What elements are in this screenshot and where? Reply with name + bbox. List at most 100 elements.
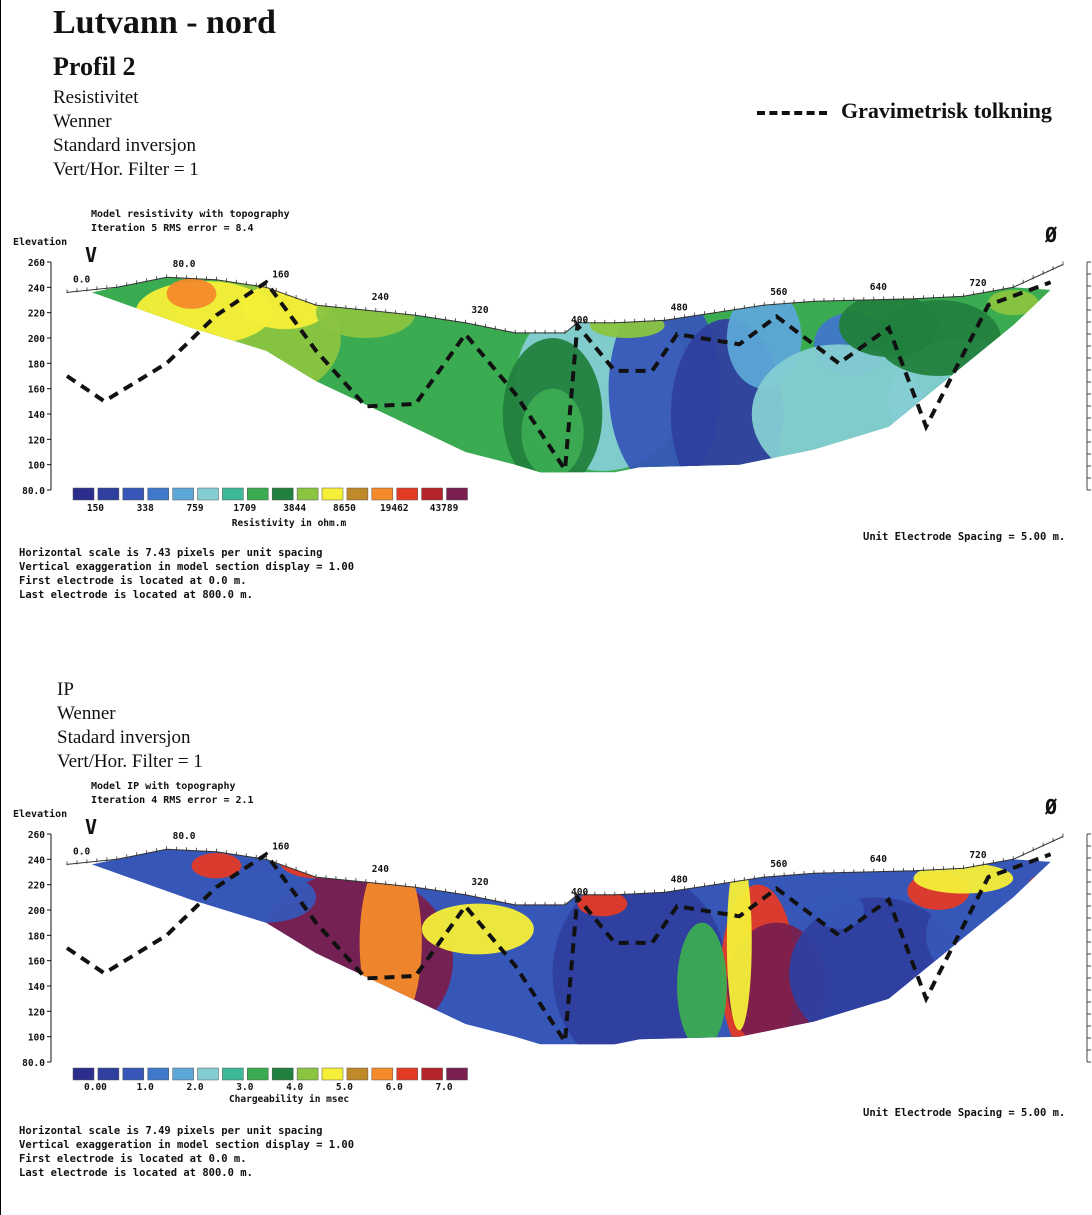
- ip-footnotes: Horizontal scale is 7.49 pixels per unit…: [19, 1124, 354, 1180]
- resistivity-blob: [166, 278, 217, 309]
- y-tick-label: 180: [28, 931, 45, 942]
- x-position-label: 320: [471, 305, 488, 316]
- colorbar-tick-label: 8650: [333, 503, 356, 514]
- colorbar-tick-label: 43789: [430, 503, 459, 514]
- colorbar-swatch: [72, 487, 95, 501]
- y-tick-label: 80.0: [22, 1058, 45, 1069]
- x-position-label: 320: [471, 877, 488, 888]
- x-position-label: 80.0: [173, 831, 196, 842]
- colorbar-swatch: [396, 487, 418, 501]
- colorbar-swatch: [172, 487, 194, 501]
- x-position-label: 160: [272, 269, 289, 280]
- colorbar-swatch: [371, 487, 394, 501]
- colorbar-tick-label: 1.0: [137, 1082, 154, 1093]
- chart-title: Model IP with topography: [91, 780, 236, 792]
- y-tick-label: 120: [28, 435, 45, 446]
- colorbar-swatch: [271, 1067, 294, 1081]
- west-label: V: [85, 243, 97, 267]
- colorbar-swatch: [72, 1067, 95, 1081]
- y-tick-label: 220: [28, 309, 45, 320]
- colorbar-swatch: [421, 487, 443, 501]
- colorbar-tick-label: 6.0: [386, 1082, 403, 1093]
- resistivity-blob: [278, 849, 354, 879]
- resistivity-blob: [589, 312, 665, 338]
- info-line: Wenner: [53, 111, 112, 132]
- section-fill: [91, 277, 1051, 473]
- resistivity-blob: [216, 872, 316, 923]
- elevation-axis-label: Elevation: [13, 808, 67, 820]
- x-position-label: 400: [571, 315, 588, 326]
- ip-info: IP Wenner Stadard inversjon Vert/Hor. Fi…: [57, 678, 203, 774]
- y-tick-label: 120: [28, 1007, 45, 1018]
- unit-spacing-note: Unit Electrode Spacing = 5.00 m.: [863, 1107, 1066, 1119]
- colorbar-swatch: [97, 1067, 120, 1081]
- resistivity-blob: [359, 853, 422, 1031]
- resistivity-blob: [988, 289, 1039, 316]
- scale-note: Horizontal scale is 7.49 pixels per unit…: [19, 1125, 323, 1137]
- colorbar-swatch: [197, 1067, 219, 1081]
- ip-section-chart: Model IP with topography Iteration 4 RMS …: [13, 780, 1091, 1105]
- scale-note: Horizontal scale is 7.43 pixels per unit…: [19, 547, 323, 559]
- colorbar-tick-label: 5.0: [336, 1082, 353, 1093]
- colorbar-swatch: [222, 1067, 244, 1081]
- x-position-label: 240: [372, 292, 389, 303]
- colorbar-swatch: [321, 487, 344, 501]
- colorbar-tick-label: 0.00: [84, 1082, 107, 1093]
- colorbar-swatch: [247, 487, 269, 501]
- colorbar-tick-label: 19462: [380, 503, 409, 514]
- x-position-label: 720: [969, 850, 986, 861]
- y-tick-label: 100: [28, 461, 45, 472]
- topography-line: [66, 836, 1064, 906]
- east-label: Ø: [1044, 223, 1057, 247]
- x-position-label: 560: [770, 859, 787, 870]
- x-position-label: 640: [870, 854, 887, 865]
- west-label: V: [85, 815, 97, 839]
- y-tick-label: 220: [28, 881, 45, 892]
- resistivity-info: Resistivitet Wenner Standard inversjon V…: [53, 86, 199, 182]
- colorbar-tick-label: 3844: [283, 503, 306, 514]
- x-position-label: 480: [671, 302, 688, 313]
- last-electrode-note: Last electrode is located at 800.0 m.: [19, 1167, 253, 1179]
- x-position-label: 480: [671, 874, 688, 885]
- y-tick-label: 100: [28, 1033, 45, 1044]
- info-line: Resistivitet: [53, 87, 139, 108]
- colorbar-swatch: [247, 1067, 269, 1081]
- resistivity-blob: [316, 287, 416, 338]
- x-position-label: 80.0: [173, 259, 196, 270]
- colorbar-tick-label: 150: [87, 503, 104, 514]
- resistivity-section-chart: Model resistivity with topography Iterati…: [13, 208, 1091, 529]
- gravimetric-interpretation-line: [65, 851, 1052, 1048]
- unit-spacing-note: Unit Electrode Spacing = 5.00 m.: [863, 531, 1066, 543]
- colorbar-swatch: [421, 1067, 443, 1081]
- x-position-label: 160: [272, 841, 289, 852]
- colorbar-swatch: [97, 487, 120, 501]
- resistivity-blob: [1025, 872, 1051, 910]
- gravimetric-legend-label: Gravimetrisk tolkning: [841, 98, 1052, 123]
- colorbar-label: Chargeability in msec: [229, 1094, 349, 1105]
- dashed-line-icon: [757, 110, 827, 115]
- x-position-label: 720: [969, 278, 986, 289]
- chart-title: Model resistivity with topography: [91, 208, 290, 220]
- colorbar-swatch: [446, 1067, 468, 1081]
- colorbar-swatch: [122, 1067, 145, 1081]
- y-tick-label: 160: [28, 385, 45, 396]
- colorbar-swatch: [147, 487, 169, 501]
- y-tick-label: 140: [28, 410, 45, 421]
- topography-line: [66, 264, 1064, 334]
- resistivity-blob: [838, 293, 939, 357]
- y-tick-label: 260: [28, 830, 45, 841]
- gravimetric-interpretation-line: [65, 279, 1052, 476]
- y-tick-label: 180: [28, 359, 45, 370]
- resistivity-blob: [814, 891, 864, 929]
- colorbar-swatch: [197, 487, 219, 501]
- profile-title: Profil 2: [53, 52, 136, 81]
- colorbar-swatch: [346, 1067, 369, 1081]
- colorbar-tick-label: 3.0: [236, 1082, 253, 1093]
- exaggeration-note: Vertical exaggeration in model section d…: [19, 561, 355, 573]
- exaggeration-note: Vertical exaggeration in model section d…: [19, 1139, 355, 1151]
- info-line: Stadard inversjon: [57, 727, 191, 748]
- first-electrode-note: First electrode is located at 0.0 m.: [19, 575, 247, 587]
- y-tick-label: 240: [28, 283, 45, 294]
- resistivity-footnotes: Horizontal scale is 7.43 pixels per unit…: [19, 546, 354, 602]
